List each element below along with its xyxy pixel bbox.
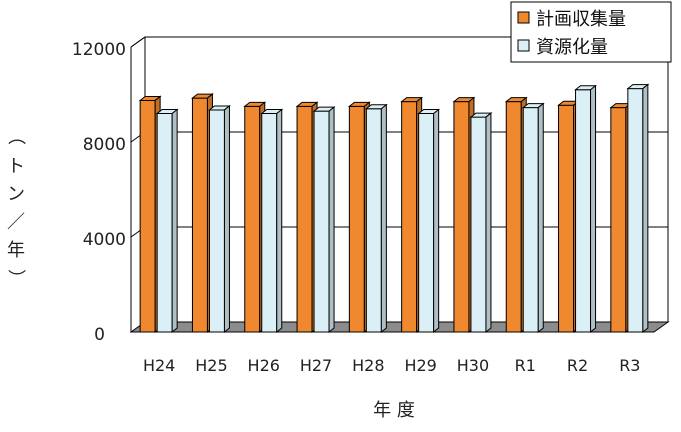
x-tick-label: H30 (457, 356, 489, 375)
bar (574, 84, 597, 334)
legend-box (510, 1, 672, 63)
bar (469, 112, 493, 334)
bar-front (191, 97, 208, 333)
legend-label: 資源化量 (536, 37, 608, 58)
bar-front (453, 101, 470, 333)
y-title-char: （ (5, 127, 26, 145)
y-title-char: ン (7, 184, 25, 205)
bar-front (627, 88, 644, 333)
y-axis-title: （ ト ン ／ 年 ） (5, 127, 26, 287)
legend: 計画収集量 資源化量 (510, 1, 672, 63)
bar-side (276, 108, 283, 334)
x-tick-label: R1 (515, 356, 536, 375)
legend-swatch (517, 11, 530, 24)
x-tick-label: H28 (352, 356, 384, 375)
y-title-char: ／ (7, 212, 25, 233)
legend-swatch (517, 39, 530, 52)
bar-front (401, 101, 418, 333)
bar-front (313, 110, 330, 333)
bar-front (244, 105, 261, 333)
bar-side (642, 83, 649, 334)
bar (260, 108, 284, 334)
bar-side (380, 103, 387, 334)
x-tick-label: R3 (619, 356, 640, 375)
gridline-side (130, 36, 146, 48)
x-tick-label: H29 (404, 356, 436, 375)
bar-front (610, 107, 627, 333)
y-tick-label: 0 (94, 325, 105, 345)
bar (155, 108, 179, 334)
legend-label: 計画収集量 (536, 9, 626, 30)
y-title-char: ） (5, 269, 26, 287)
x-tick-labels: H24 H25 H26 H27 H28 H29 H30 R1 R2 R3 (143, 356, 641, 375)
bar-front (575, 89, 592, 333)
y-title-char: 年 (7, 240, 25, 261)
x-tick-label: H24 (143, 356, 175, 375)
bar (208, 104, 231, 334)
bar (312, 106, 336, 334)
bar-side (537, 102, 544, 334)
x-tick-label: H25 (195, 356, 227, 375)
x-tick-label: H26 (248, 356, 280, 375)
y-title-char: ト (7, 156, 25, 177)
bar-front (348, 105, 365, 333)
bar-front (418, 113, 435, 333)
bar-side (590, 84, 597, 334)
bar-side (223, 104, 230, 334)
bar (364, 103, 388, 334)
bar-side (485, 112, 492, 334)
y-tick-labels: 12000 8000 4000 0 (72, 40, 126, 345)
bar (417, 108, 441, 334)
bar-front (470, 116, 487, 333)
bars (138, 83, 650, 334)
bar-front (296, 105, 313, 333)
bar-side (171, 108, 178, 334)
y-tick-label: 12000 (72, 40, 126, 60)
bar-front (522, 107, 539, 333)
bar-front (505, 101, 522, 333)
y-tick-label: 4000 (83, 230, 126, 250)
bar-front (208, 109, 225, 333)
bar-front (558, 104, 575, 333)
bar (521, 102, 545, 334)
bar-front (261, 113, 278, 333)
bar (626, 83, 650, 334)
bar-side (328, 106, 335, 334)
bar-front (365, 108, 382, 333)
y-tick-label: 8000 (83, 135, 126, 155)
bar-front (156, 113, 173, 333)
x-tick-label: R2 (567, 356, 588, 375)
x-tick-label: H27 (300, 356, 332, 375)
x-axis-title: 年 度 (373, 400, 415, 421)
bar-front (139, 99, 156, 333)
bar-side (433, 108, 440, 334)
